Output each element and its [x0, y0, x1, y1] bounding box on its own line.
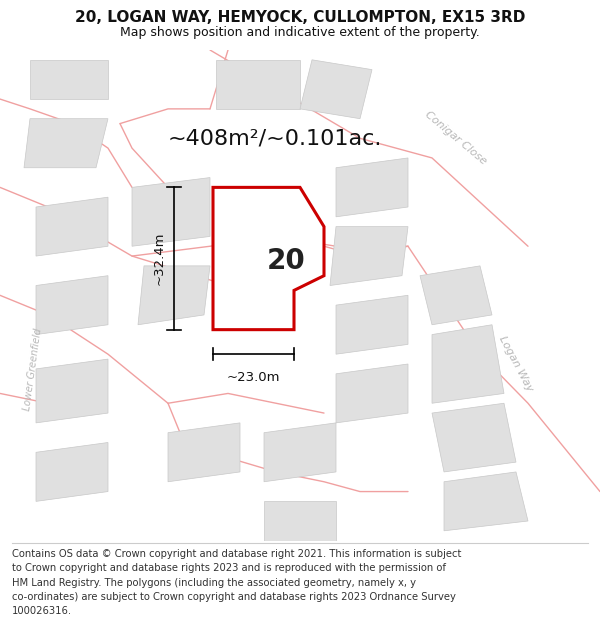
Polygon shape — [336, 364, 408, 423]
Polygon shape — [132, 177, 210, 246]
Polygon shape — [336, 158, 408, 217]
Polygon shape — [336, 295, 408, 354]
Polygon shape — [300, 60, 372, 119]
Polygon shape — [330, 227, 408, 286]
Polygon shape — [168, 423, 240, 482]
Text: ~408m²/~0.101ac.: ~408m²/~0.101ac. — [168, 128, 382, 148]
Text: 20, LOGAN WAY, HEMYOCK, CULLOMPTON, EX15 3RD: 20, LOGAN WAY, HEMYOCK, CULLOMPTON, EX15… — [75, 10, 525, 25]
Text: Logan Way: Logan Way — [497, 334, 535, 394]
Polygon shape — [36, 198, 108, 256]
Polygon shape — [432, 325, 504, 403]
Text: HM Land Registry. The polygons (including the associated geometry, namely x, y: HM Land Registry. The polygons (includin… — [12, 578, 416, 587]
Polygon shape — [213, 188, 324, 329]
Polygon shape — [444, 472, 528, 531]
Polygon shape — [36, 276, 108, 334]
Text: Contains OS data © Crown copyright and database right 2021. This information is : Contains OS data © Crown copyright and d… — [12, 549, 461, 559]
Polygon shape — [138, 266, 210, 325]
Polygon shape — [264, 423, 336, 482]
Text: 100026316.: 100026316. — [12, 606, 72, 616]
Text: Map shows position and indicative extent of the property.: Map shows position and indicative extent… — [120, 26, 480, 39]
Polygon shape — [30, 60, 108, 99]
Text: Conigar Close: Conigar Close — [423, 110, 489, 167]
Polygon shape — [24, 119, 108, 168]
Polygon shape — [264, 501, 336, 541]
Text: 20: 20 — [267, 247, 305, 275]
Text: ~32.4m: ~32.4m — [152, 232, 166, 285]
Text: co-ordinates) are subject to Crown copyright and database rights 2023 Ordnance S: co-ordinates) are subject to Crown copyr… — [12, 592, 456, 602]
Polygon shape — [36, 359, 108, 423]
Text: to Crown copyright and database rights 2023 and is reproduced with the permissio: to Crown copyright and database rights 2… — [12, 563, 446, 573]
Polygon shape — [36, 442, 108, 501]
Polygon shape — [432, 403, 516, 472]
Polygon shape — [420, 266, 492, 325]
Text: Lower Greenfield: Lower Greenfield — [22, 327, 44, 411]
Polygon shape — [216, 60, 300, 109]
Text: ~23.0m: ~23.0m — [227, 371, 280, 384]
